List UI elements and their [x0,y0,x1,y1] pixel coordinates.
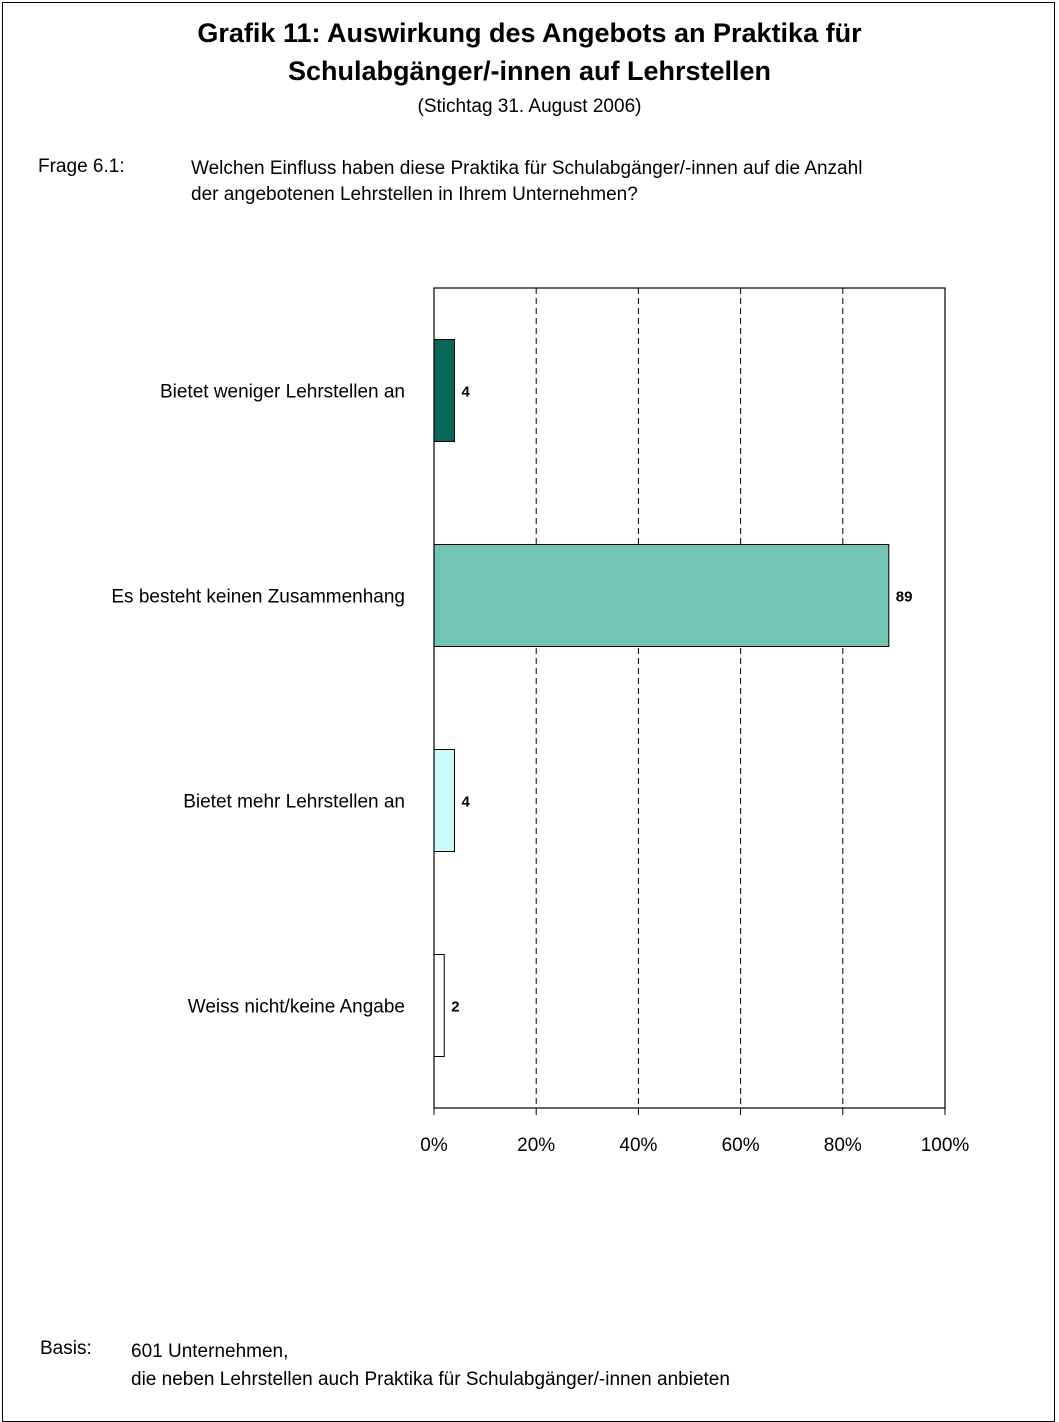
bar [433,954,445,1057]
data-label: 4 [461,384,470,401]
data-label: 2 [451,999,459,1016]
category-label: Weiss nicht/keine Angabe [188,997,405,1018]
chart-title-line1: Grafik 11: Auswirkung des Angebots an Pr… [197,18,862,48]
plot-area [434,288,945,1108]
x-tick-label: 0% [420,1135,448,1156]
category-label: Bietet mehr Lehrstellen an [183,792,405,813]
chart-title-line2: Schulabgänger/-innen auf Lehrstellen [287,56,772,86]
x-tick-label: 60% [722,1135,760,1156]
bar [433,339,455,442]
basis-text: 601 Unternehmen, die neben Lehrstellen a… [131,1338,730,1394]
chart-subtitle: (Stichtag 31. August 2006) [417,96,642,117]
bar [433,749,455,852]
question-line2: der angebotenen Lehrstellen in Ihrem Unt… [191,184,638,205]
x-tick-label: 20% [517,1135,555,1156]
basis-line1: 601 Unternehmen, [131,1341,289,1362]
question-text: Welchen Einfluss haben diese Praktika fü… [191,156,1041,208]
category-label: Es besteht keinen Zusammenhang [111,587,405,608]
question-line1: Welchen Einfluss haben diese Praktika fü… [191,158,863,179]
bar [433,544,890,647]
plot-border [433,287,946,1109]
basis-label: Basis: [40,1338,92,1359]
x-tick-label: 100% [921,1135,970,1156]
basis-line2: die neben Lehrstellen auch Praktika für … [131,1369,730,1390]
category-label: Bietet weniger Lehrstellen an [160,382,405,403]
data-label: 4 [461,794,470,811]
question-label: Frage 6.1: [38,156,125,177]
data-label: 89 [896,589,913,606]
x-tick-label: 80% [824,1135,862,1156]
bar-chart: 4 Bietet weniger Lehrstellen an 89 Es beste… [111,287,970,1156]
x-tick-label: 40% [619,1135,657,1156]
